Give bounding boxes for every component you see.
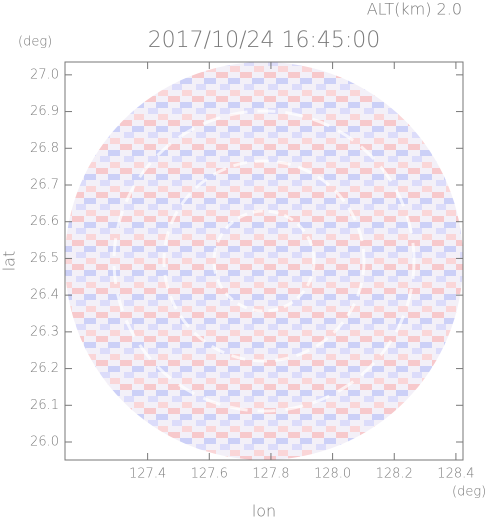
y-tick-label: 26.0 (30, 435, 59, 450)
x-axis-label: lon (252, 502, 276, 521)
y-tick-label: 26.4 (30, 288, 59, 303)
x-tick-label: 128.2 (376, 467, 413, 482)
x-tick-label: 128.0 (314, 467, 351, 482)
y-tick-label: 26.2 (30, 361, 59, 376)
x-tick-label: 128.4 (437, 467, 474, 482)
y-tick-label: 26.7 (30, 177, 59, 192)
y-unit: (deg) (18, 35, 52, 50)
y-tick-label: 26.1 (30, 398, 59, 413)
x-tick-label: 127.8 (252, 467, 289, 482)
y-tick-label: 27.0 (30, 67, 59, 82)
y-tick-label: 26.9 (30, 104, 59, 119)
x-tick-label: 127.4 (129, 467, 166, 482)
y-tick-label: 26.6 (30, 214, 59, 229)
x-tick-label: 127.6 (191, 467, 228, 482)
y-tick-label: 26.3 (30, 324, 59, 339)
altitude-label: ALT(km) 2.0 (367, 0, 462, 19)
y-axis-label: lat (0, 251, 19, 272)
y-tick-label: 26.5 (30, 251, 59, 266)
y-tick-label: 26.8 (30, 141, 59, 156)
chart-title: 2017/10/24 16:45:00 (148, 28, 381, 53)
plot-frame (64, 61, 464, 461)
x-unit: (deg) (452, 485, 486, 500)
radar-field (65, 62, 463, 460)
